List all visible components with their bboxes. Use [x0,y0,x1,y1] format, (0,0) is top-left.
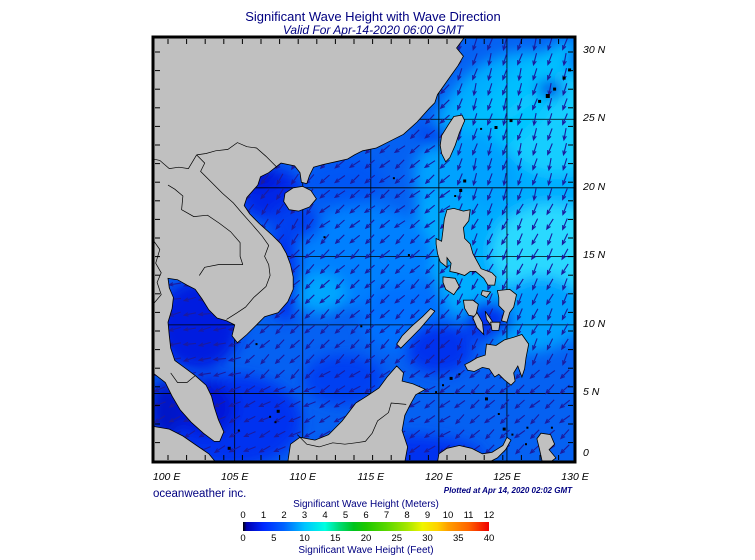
meters-tick-label: 8 [404,510,410,521]
meters-tick-label: 4 [322,510,328,521]
feet-tick-label: 20 [360,533,372,544]
land-layer [154,38,557,461]
meters-tick-label: 9 [424,510,431,521]
land-samar_leyte [496,288,517,323]
meters-tick-label: 0 [240,510,246,521]
legend-title-meters: Significant Wave Height (Meters) [293,499,439,510]
feet-tick-label: 25 [391,533,403,544]
feet-tick-label: 10 [299,533,310,544]
meters-tick-label: 10 [442,510,454,521]
page-title: Significant Wave Height with Wave Direct… [245,9,501,24]
country-borders [154,142,407,448]
meters-tick-label: 2 [281,510,287,521]
meters-tick-label: 7 [383,510,390,521]
legend-title-feet: Significant Wave Height (Feet) [298,545,434,556]
land-luzon [435,207,497,286]
lon-tick-label: 105 E [220,471,249,483]
land-mainland_asia [154,38,465,442]
meters-tick-label: 5 [342,510,349,521]
feet-tick-label: 15 [329,533,341,544]
lon-tick-label: 100 E [152,471,181,483]
land-mindanao [464,334,530,386]
feet-tick-label: 35 [452,533,464,544]
land-borneo [287,365,427,461]
land-mindoro [442,276,460,296]
land-halmahera [536,432,557,461]
brand-text: oceanweather inc. [153,488,247,500]
feet-tick-label: 40 [483,533,495,544]
land-negros [472,311,485,336]
wave-map [151,35,577,464]
lat-tick-label: 10 N [583,317,606,330]
lat-tick-label: 25 N [583,112,606,125]
feet-tick-label: 30 [422,533,433,544]
frame-ticks [155,39,573,460]
meters-tick-label: 1 [260,510,267,521]
lat-tick-label: 15 N [583,249,606,262]
meters-tick-label: 11 [463,510,474,521]
land-hainan [283,185,317,212]
feet-tick-label: 0 [240,533,246,544]
plotted-timestamp: Plotted at Apr 14, 2020 02:02 GMT [443,486,572,495]
valid-time-subtitle: Valid For Apr-14-2020 06:00 GMT [282,23,464,37]
land-palawan [396,307,436,349]
land-masbate [480,290,492,299]
lon-tick-label: 110 E [289,471,317,483]
lon-tick-label: 115 E [357,471,385,483]
map-frame [151,35,577,464]
meters-tick-label: 3 [301,510,308,521]
lon-tick-label: 130 E [561,471,589,483]
lon-tick-label: 125 E [493,471,521,483]
meters-tick-label: 12 [483,510,495,521]
lat-tick-label: 20 N [583,180,606,193]
feet-tick-label: 5 [271,533,277,544]
lon-tick-label: 120 E [425,471,453,483]
land-bohol [490,321,501,331]
land-sulawesi [437,436,512,461]
colorbar [243,522,489,531]
small-islands [227,68,572,450]
land-taiwan [439,114,466,163]
meters-tick-label: 6 [363,510,369,521]
lat-tick-label: 5 N [583,386,600,399]
lat-tick-label: 0 [583,447,589,460]
lat-tick-label: 30 N [583,43,606,56]
land-sumatra [154,426,215,461]
